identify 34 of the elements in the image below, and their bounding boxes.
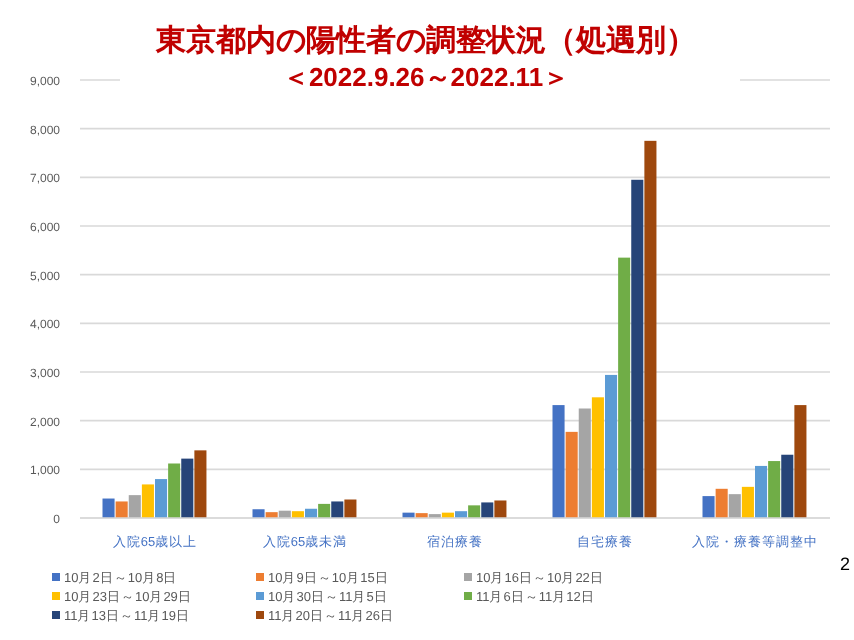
bar — [728, 494, 741, 518]
bar — [252, 509, 265, 518]
bar — [768, 461, 781, 518]
bar — [565, 431, 578, 518]
bar — [318, 503, 331, 518]
bar — [331, 501, 344, 518]
bar — [102, 498, 115, 518]
bar — [618, 257, 631, 518]
bar — [181, 458, 194, 518]
bar — [168, 463, 181, 518]
bar — [194, 450, 207, 518]
bar — [591, 397, 604, 518]
bar — [494, 500, 507, 518]
bar — [115, 501, 128, 518]
bar — [644, 140, 657, 518]
chart-title: 東京都内の陽性者の調整状況（処遇別） — [154, 22, 696, 58]
bar — [155, 479, 168, 518]
text: 2 — [839, 554, 850, 574]
bar — [468, 505, 481, 518]
bar — [781, 454, 794, 518]
bar — [755, 465, 768, 518]
bar — [481, 502, 494, 518]
bar — [631, 179, 644, 518]
bar — [344, 499, 357, 518]
bar — [605, 374, 618, 518]
bar — [702, 496, 715, 518]
bar — [141, 484, 154, 518]
chart-subtitle: ＜2022.9.26～2022.11＞ — [282, 62, 570, 92]
bar — [128, 495, 141, 518]
bar — [741, 486, 754, 518]
bar — [715, 488, 728, 518]
bar — [578, 408, 591, 518]
bar — [794, 405, 807, 518]
bar — [552, 405, 565, 518]
